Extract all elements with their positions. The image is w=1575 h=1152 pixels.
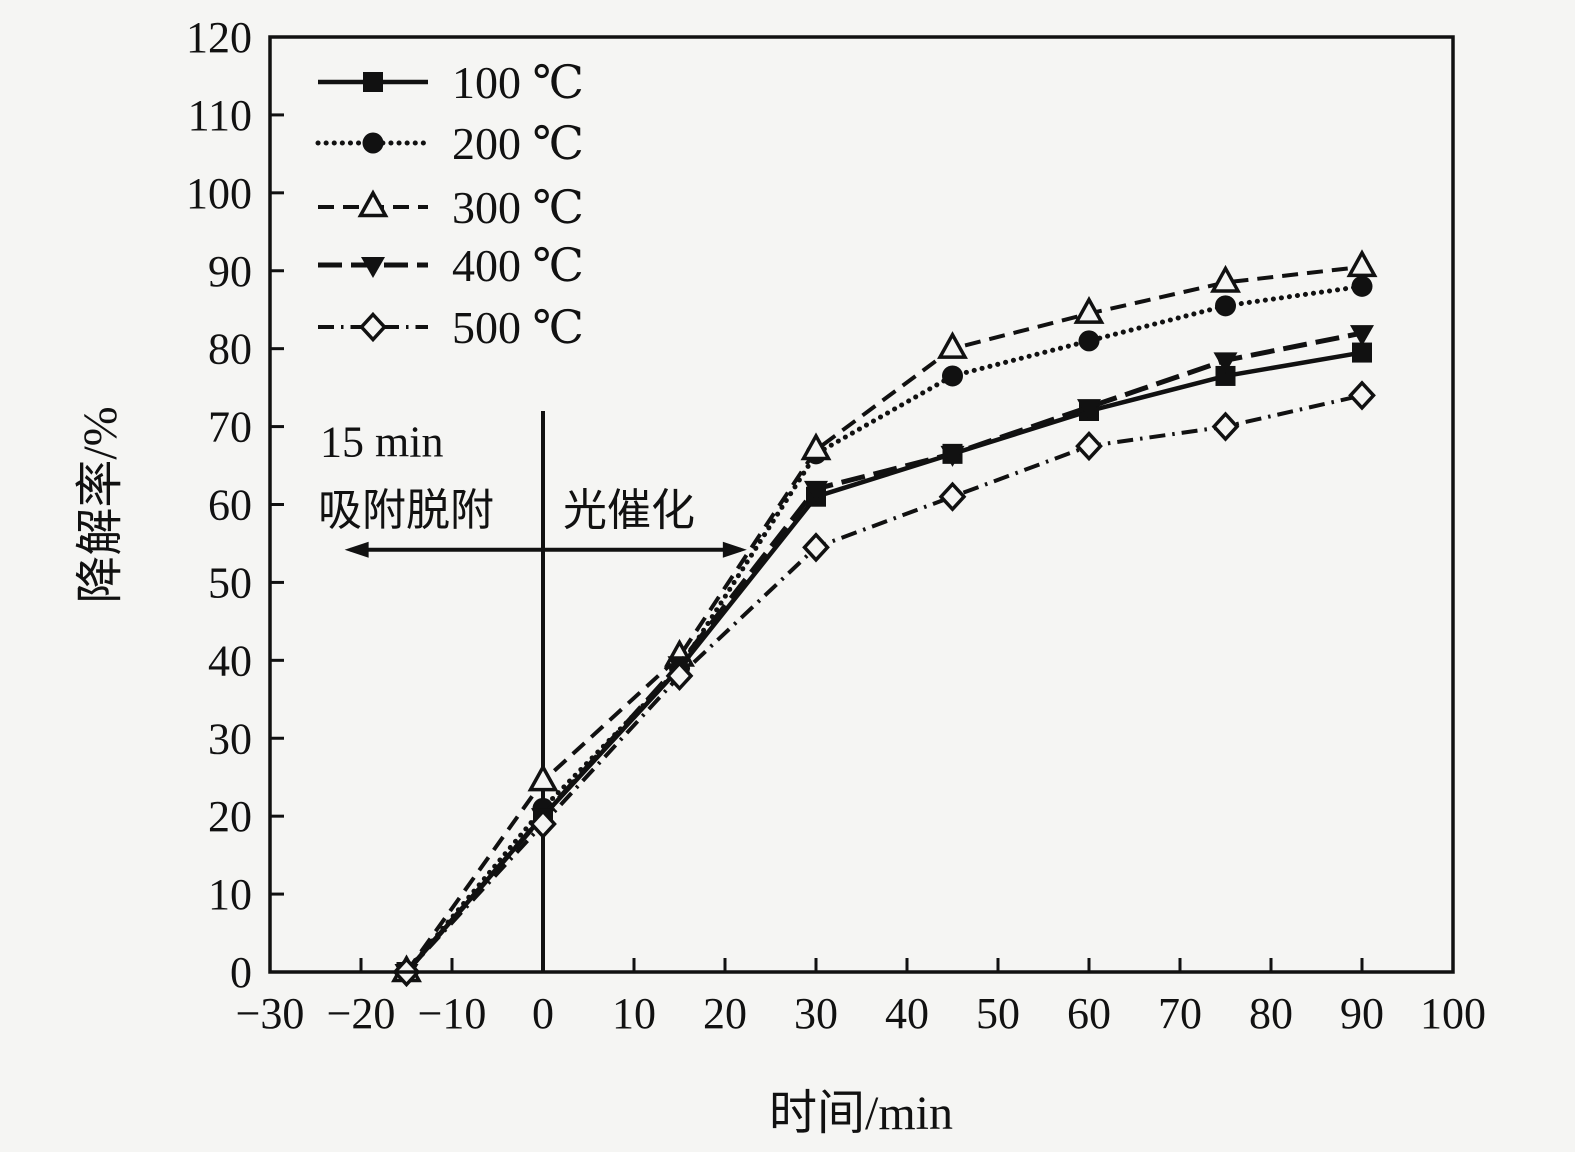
annotation-arrow-group: [344, 411, 747, 972]
y-tick-label: 90: [208, 247, 252, 296]
y-tick-label: 70: [208, 403, 252, 452]
x-tick-label: 60: [1067, 989, 1111, 1038]
x-tick-label: 30: [794, 989, 838, 1038]
legend-label-100c: 100 ℃: [452, 57, 584, 108]
y-tick-label: 80: [208, 325, 252, 374]
y-tick-label: 100: [186, 169, 252, 218]
annotation-adsorption-desorption: 吸附脱附: [318, 486, 494, 535]
annotation-15min: 15 min: [320, 417, 444, 467]
y-tick-label: 30: [208, 714, 252, 763]
x-tick-label: 10: [612, 989, 656, 1038]
y-tick-label: 60: [208, 481, 252, 530]
y-tick-label: 10: [208, 870, 252, 919]
y-tick-label: 120: [186, 13, 252, 62]
x-axis-title: 时间/min: [768, 1087, 954, 1140]
annotation-photocatalysis: 光催化: [563, 486, 695, 535]
x-tick-label: 80: [1249, 989, 1293, 1038]
y-tick-label: 0: [230, 948, 252, 997]
x-tick-label: 100: [1420, 989, 1486, 1038]
y-axis-title: 降解率/%: [74, 406, 127, 604]
legend-label-200c: 200 ℃: [452, 118, 584, 169]
y-tick-label: 20: [208, 792, 252, 841]
series-500℃: [392, 380, 1376, 988]
y-tick-label: 110: [188, 91, 252, 140]
legend-label-500c: 500 ℃: [452, 302, 584, 353]
x-tick-label: −30: [236, 989, 305, 1038]
x-tick-label: −10: [418, 989, 487, 1038]
y-tick-label: 40: [208, 636, 252, 685]
legend-label-400c: 400 ℃: [452, 240, 584, 291]
x-tick-label: 90: [1340, 989, 1384, 1038]
x-tick-label: 50: [976, 989, 1020, 1038]
x-axis-ticks: −30 −20 −10 0 10 20 30 40 50 60 70 80 90 100: [236, 958, 1486, 1038]
x-tick-label: 0: [532, 989, 554, 1038]
x-tick-label: −20: [327, 989, 396, 1038]
y-axis-ticks: 0 10 20 30 40 50 60 70 80 90 100 110 120: [186, 13, 284, 997]
legend-label-300c: 300 ℃: [452, 182, 584, 233]
legend-samples: [315, 72, 431, 343]
x-tick-label: 20: [703, 989, 747, 1038]
x-tick-label: 40: [885, 989, 929, 1038]
x-tick-label: 70: [1158, 989, 1202, 1038]
y-tick-label: 50: [208, 558, 252, 607]
